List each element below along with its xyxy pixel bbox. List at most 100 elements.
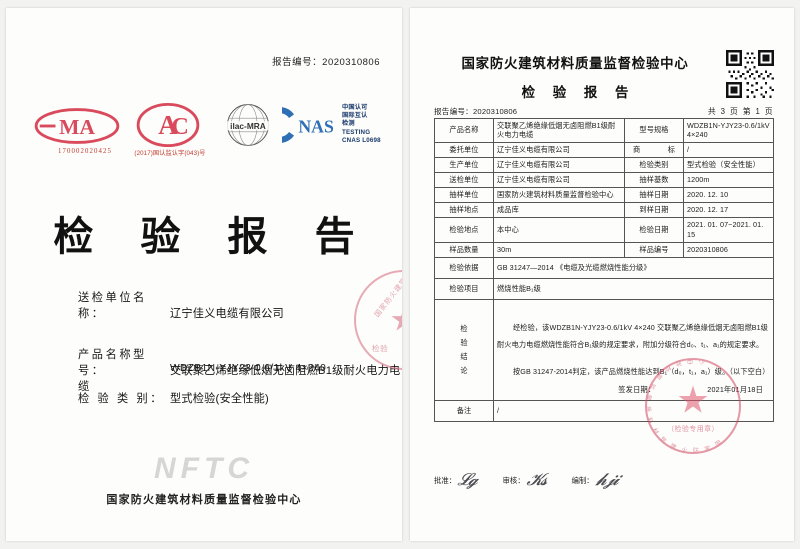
- row-value-submitter: 辽宁佳义电缆有限公司: [493, 171, 625, 188]
- row-value-remark: /: [493, 399, 774, 422]
- table-row: 抽样地点 成品库 到样日期 2020. 12. 17: [434, 201, 774, 218]
- row-value-test-item: 燃烧性能B₁级: [493, 277, 774, 300]
- cnas-accreditation-text: 中国认可 国际互认 检测 TESTING CNAS L0698: [342, 104, 381, 145]
- issue-date-value: 2021年01月18日: [707, 384, 763, 394]
- row-label-basis: 检验依据: [434, 256, 494, 279]
- row-value-sample-no: 2020310806: [683, 241, 774, 258]
- issue-date-label: 签发日期：: [618, 384, 656, 394]
- signature-preparer-mark: 𝓱𝓳𝓲: [594, 470, 619, 489]
- accreditation-logo-row: MA A C ilac-MRA NAS 中国认可 国际互认 检测 TESTING…: [24, 100, 394, 162]
- cover-model-line: WDZB1N-YJY23-0.6/1kV 4×240: [170, 363, 327, 374]
- cover-report-number: 报告编号：2020310806: [272, 57, 380, 68]
- table-row: 生产单位 辽宁佳义电缆有限公司 检验类别 型式检验（安全性能）: [434, 156, 774, 173]
- data-report-number: 报告编号：2020310806: [434, 106, 517, 117]
- cnas-line-4: TESTING: [342, 128, 371, 136]
- data-report-number-value: 2020310806: [472, 107, 518, 116]
- row-label-arrival-date: 到样日期: [624, 201, 684, 218]
- row-label-test-date: 检验日期: [624, 216, 684, 243]
- cover-field-product: 产品名称型号： 交联聚乙烯绝缘低烟无卤阻燃B1级耐火电力电缆: [78, 346, 402, 394]
- page-count-indicator: 共 3 页 第 1 页: [707, 107, 774, 116]
- report-cover-page: 报告编号：2020310806 MA A C ilac-MRA NAS 中国认可…: [6, 8, 402, 541]
- row-label-inspection-type: 检验类别: [624, 156, 684, 173]
- cover-title: 检 验 报 告: [53, 215, 373, 259]
- row-value-manufacturer: 辽宁佳义电缆有限公司: [493, 156, 625, 173]
- signature-approver-mark: 𝓛𝓰: [456, 470, 479, 489]
- row-label-test-item: 检验项目: [434, 277, 494, 300]
- table-row: 检验地点 本中心 检验日期 2021. 01. 07~2021. 01. 15: [434, 216, 774, 243]
- cover-field-product-label: 产品名称型号：: [78, 349, 147, 377]
- table-row: 样品数量 30m 样品编号 2020310806: [434, 241, 774, 258]
- cover-field-category-label: 检 验 类 别：: [78, 393, 165, 405]
- report-data-page: 国家防火建筑材料质量监督检验中心 检 验 报 告: [410, 8, 794, 541]
- cover-field-applicant-value: 辽宁佳义电缆有限公司: [170, 308, 284, 320]
- svg-text:NAS: NAS: [298, 117, 334, 137]
- signature-row: 批准： 𝓛𝓰 审核： 𝓚𝓼 编制： 𝓱𝓳𝓲: [434, 470, 774, 490]
- row-value-inspection-type: 型式检验（安全性能）: [683, 156, 774, 173]
- signature-approver-label: 批准：: [434, 475, 457, 485]
- header-center-name: 国家防火建筑材料质量监督检验中心: [461, 56, 689, 71]
- row-label-sampling-place: 抽样地点: [434, 201, 494, 218]
- row-label-client: 委托单位: [434, 141, 494, 158]
- nftc-watermark: NFTC: [154, 452, 254, 485]
- row-label-sample-qty: 样品数量: [434, 241, 494, 258]
- cover-field-applicant-label: 送检单位名称：: [78, 292, 147, 320]
- row-value-sampling-date: 2020. 12. 10: [683, 186, 774, 203]
- row-value-trademark: /: [683, 141, 774, 158]
- row-label-sampling-date: 抽样日期: [624, 186, 684, 203]
- row-value-model-spec: WDZB1N-YJY23-0.6/1kV 4×240: [683, 118, 774, 143]
- conclusion-label-stack: 检验结论: [460, 323, 468, 375]
- cover-field-applicant: 送检单位名称： 辽宁佳义电缆有限公司: [78, 289, 284, 321]
- cover-field-category: 检 验 类 别： 型式检验(安全性能): [78, 390, 269, 406]
- cover-seal-bottom-text: 检验: [372, 344, 389, 353]
- row-value-sampling-base: 1200m: [683, 171, 774, 188]
- row-label-sampling-unit: 抽样单位: [434, 186, 494, 203]
- table-row: 产品名称 交联聚乙烯绝缘低烟无卤阻燃B1级耐火电力电缆 型号规格 WDZB1N-…: [434, 118, 774, 143]
- issue-date-line: 签发日期： 2021年01月18日: [618, 385, 763, 395]
- svg-text:A: A: [158, 110, 178, 140]
- cnas-mark-icon: NAS: [282, 107, 334, 143]
- svg-text:C: C: [171, 113, 188, 140]
- row-label-sampling-base: 抽样基数: [624, 171, 684, 188]
- row-value-sampling-place: 成品库: [493, 201, 625, 218]
- signature-preparer-label: 编制：: [571, 475, 594, 485]
- signature-reviewer: 审核： 𝓚𝓼: [502, 470, 548, 490]
- row-value-sample-qty: 30m: [493, 241, 625, 258]
- ma-mark-icon: MA: [34, 108, 120, 144]
- ilac-mra-icon: ilac-MRA: [222, 104, 274, 146]
- signature-reviewer-label: 审核：: [502, 475, 525, 485]
- conclusion-body: 经检验，该WDZB1N-YJY23-0.6/1kV 4×240 交联聚乙烯绝缘低…: [493, 298, 774, 401]
- table-row-conclusion: 检验结论 经检验，该WDZB1N-YJY23-0.6/1kV 4×240 交联聚…: [434, 298, 774, 401]
- cover-seal-arc-text: 国家防火建筑材料: [373, 263, 402, 319]
- row-value-product-name: 交联聚乙烯绝缘低烟无卤阻燃B1级耐火电力电缆: [493, 118, 625, 143]
- cal-certificate-number: (2017)国认监认字(043)号: [134, 150, 206, 157]
- conclusion-paragraph-2: 按GB 31247-2014判定，该产品燃烧性能达到B₁（d₀，t₁，a₁）级。…: [513, 367, 770, 377]
- table-row: 检验依据 GB 31247—2014 《电缆及光缆燃烧性能分级》: [434, 256, 774, 279]
- page-header: 国家防火建筑材料质量监督检验中心 检 验 报 告: [410, 52, 740, 101]
- table-row: 检验项目 燃烧性能B₁级: [434, 277, 774, 300]
- signature-approver: 批准： 𝓛𝓰: [434, 470, 479, 490]
- row-value-test-place: 本中心: [493, 216, 625, 243]
- row-label-trademark: 商标: [624, 141, 684, 158]
- ma-certificate-number: 170002020425: [58, 148, 112, 155]
- row-label-sample-no: 样品编号: [624, 241, 684, 258]
- row-label-manufacturer: 生产单位: [434, 156, 494, 173]
- cover-center-name: 国家防火建筑材料质量监督检验中心: [106, 494, 302, 506]
- row-value-basis: GB 31247—2014 《电缆及光缆燃烧性能分级》: [493, 256, 774, 279]
- cover-report-number-label: 报告编号: [272, 57, 313, 68]
- cover-report-number-value: 2020310806: [322, 57, 380, 68]
- row-label-product-name: 产品名称: [434, 118, 494, 143]
- cover-field-category-value: 型式检验(安全性能): [170, 393, 269, 405]
- signature-reviewer-mark: 𝓚𝓼: [525, 470, 548, 489]
- table-row: 备注 /: [434, 399, 774, 422]
- cal-mark-icon: A C: [136, 102, 200, 148]
- table-row: 抽样单位 国家防火建筑材料质量监督检验中心 抽样日期 2020. 12. 10: [434, 186, 774, 203]
- svg-text:ilac-MRA: ilac-MRA: [230, 121, 266, 131]
- row-value-test-date: 2021. 01. 07~2021. 01. 15: [683, 216, 774, 243]
- cnas-line-5: CNAS L0698: [342, 136, 381, 144]
- row-label-remark: 备注: [434, 399, 494, 422]
- row-label-conclusion: 检验结论: [434, 298, 494, 401]
- row-value-sampling-unit: 国家防火建筑材料质量监督检验中心: [493, 186, 625, 203]
- svg-text:MA: MA: [59, 115, 95, 139]
- conclusion-paragraph-1: 经检验，该WDZB1N-YJY23-0.6/1kV 4×240 交联聚乙烯绝缘低…: [497, 323, 769, 350]
- cover-field-product-value: 交联聚乙烯绝缘低烟无卤阻燃B1级耐火电力电缆: [78, 365, 401, 393]
